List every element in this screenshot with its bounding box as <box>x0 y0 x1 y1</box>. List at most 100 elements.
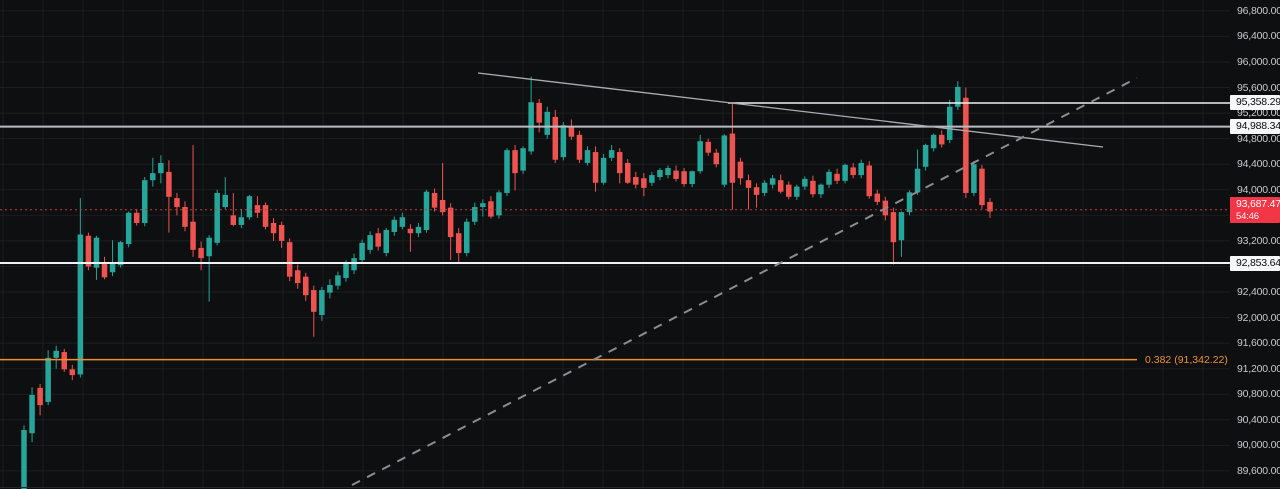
candle-body <box>938 134 945 145</box>
candle-body <box>142 180 148 224</box>
candle-body <box>399 217 406 227</box>
candle-body <box>375 233 381 247</box>
candle-body <box>480 203 486 208</box>
price-axis-tick: 95,200.00 <box>1237 107 1280 120</box>
candle-body <box>311 290 317 312</box>
candle <box>77 198 84 378</box>
candle-body <box>818 184 824 195</box>
candle <box>890 207 897 265</box>
candle-body <box>359 242 365 261</box>
candle-body <box>874 193 881 202</box>
candle <box>455 228 462 262</box>
candle <box>319 286 325 321</box>
candle <box>101 256 108 280</box>
candle <box>158 155 164 184</box>
candle-body <box>608 150 615 158</box>
candle-body <box>303 276 309 296</box>
candle <box>842 163 848 184</box>
candle-body <box>592 152 599 183</box>
candle-body <box>496 192 502 216</box>
candle-body <box>729 133 736 183</box>
descending-trendline[interactable] <box>477 72 1104 148</box>
candle <box>850 162 856 179</box>
candle <box>133 208 140 226</box>
candle <box>37 384 43 416</box>
candle-body <box>133 212 140 224</box>
candle-body <box>552 116 559 160</box>
candle-body <box>29 394 35 434</box>
candle-body <box>431 192 438 208</box>
candle-body <box>625 162 631 183</box>
candle-body <box>544 111 550 135</box>
candle-body <box>616 152 623 174</box>
price-axis-tick: 92,400.00 <box>1237 286 1280 298</box>
last-price-value: 93,687.47 <box>1236 197 1280 210</box>
candle <box>673 165 679 182</box>
candle-body <box>737 161 744 179</box>
time-axis-border <box>0 487 1280 488</box>
candle-body <box>37 387 43 406</box>
candle <box>560 122 567 161</box>
candle-body <box>649 175 655 183</box>
candle <box>971 161 977 197</box>
candle <box>826 169 832 188</box>
candle <box>761 180 768 197</box>
candle <box>45 350 51 406</box>
candle-body <box>125 212 132 245</box>
candle-body <box>705 141 711 153</box>
candle-body <box>93 237 100 268</box>
candle-body <box>45 357 51 402</box>
candle-body <box>520 148 526 171</box>
candle <box>254 196 261 218</box>
candle-body <box>560 125 567 158</box>
candle-body <box>681 171 687 185</box>
candle-body <box>101 261 108 278</box>
candle-body <box>745 180 752 188</box>
candle <box>657 168 663 181</box>
candle <box>665 165 671 179</box>
candle-body <box>270 223 277 234</box>
candle-body <box>753 187 760 195</box>
candle <box>947 99 953 144</box>
candle <box>866 161 872 199</box>
candle-body <box>150 173 156 181</box>
candle <box>584 146 591 166</box>
candle <box>616 148 623 184</box>
candle <box>496 190 502 219</box>
chart-canvas[interactable] <box>0 0 1230 489</box>
price-axis-tick: 90,800.00 <box>1237 388 1280 401</box>
candle-body <box>504 150 510 193</box>
candle-body <box>834 173 840 181</box>
candle <box>858 159 864 179</box>
candle <box>818 183 824 199</box>
candle <box>327 279 333 299</box>
candle <box>472 202 478 225</box>
candle-body <box>512 150 518 174</box>
candle-body <box>158 162 164 174</box>
drawings-group <box>0 72 1230 486</box>
candle <box>206 235 212 302</box>
candle <box>262 202 269 230</box>
candle-body <box>190 221 196 250</box>
price-axis-tick: 94,400.00 <box>1237 158 1280 171</box>
candle <box>447 203 454 261</box>
candle-body <box>987 201 993 212</box>
candle-body <box>286 242 293 277</box>
price-axis-tick: 95,600.00 <box>1237 81 1280 94</box>
candle-body <box>761 182 768 193</box>
candle <box>576 130 583 163</box>
candle-body <box>174 198 180 208</box>
candle-body <box>898 212 905 241</box>
candle <box>625 159 631 185</box>
candle <box>335 271 341 290</box>
candle-body <box>198 247 204 259</box>
candle-body <box>665 168 671 176</box>
candle <box>810 175 816 198</box>
ascending-trendline[interactable] <box>351 77 1138 486</box>
candle-body <box>721 135 728 185</box>
price-axis[interactable]: 96,800.00 96,400.00 96,000.00 95,600.00 95,2… <box>1230 0 1280 489</box>
price-axis-tick: 91,200.00 <box>1237 362 1280 375</box>
price-axis-tick: 90,400.00 <box>1237 413 1280 426</box>
candle <box>270 217 277 241</box>
candles-group <box>21 76 993 489</box>
